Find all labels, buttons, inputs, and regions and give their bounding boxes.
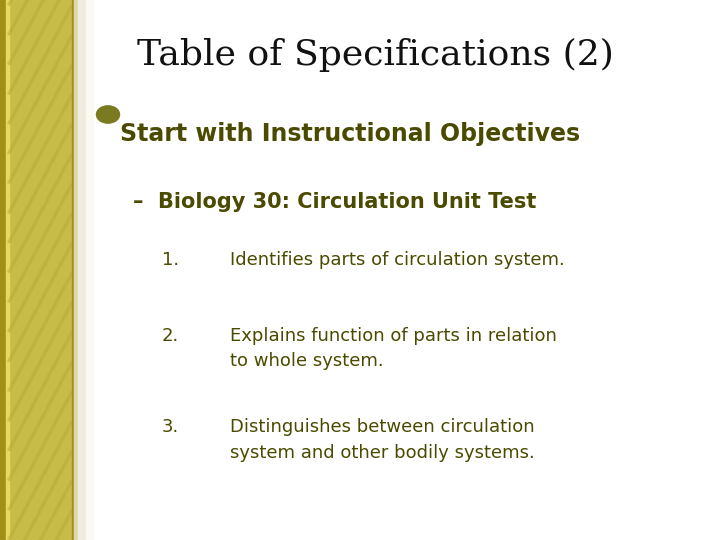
Bar bbox=[74, 0, 78, 540]
Text: Distinguishes between circulation
system and other bodily systems.: Distinguishes between circulation system… bbox=[230, 418, 535, 462]
Bar bbox=[78, 0, 86, 540]
Text: Identifies parts of circulation system.: Identifies parts of circulation system. bbox=[230, 251, 565, 269]
Text: –  Biology 30: Circulation Unit Test: – Biology 30: Circulation Unit Test bbox=[133, 192, 536, 212]
Text: Explains function of parts in relation
to whole system.: Explains function of parts in relation t… bbox=[230, 327, 557, 370]
Bar bbox=[93, 0, 720, 540]
Text: 2.: 2. bbox=[162, 327, 179, 345]
Bar bbox=[6, 0, 9, 540]
Bar bbox=[9, 0, 72, 540]
Bar bbox=[86, 0, 93, 540]
Bar bbox=[0, 0, 6, 540]
Text: 1.: 1. bbox=[162, 251, 179, 269]
Text: Start with Instructional Objectives: Start with Instructional Objectives bbox=[120, 122, 580, 145]
Text: Table of Specifications (2): Table of Specifications (2) bbox=[137, 38, 613, 72]
Circle shape bbox=[96, 106, 120, 123]
Text: 3.: 3. bbox=[162, 418, 179, 436]
Bar bbox=[72, 0, 74, 540]
